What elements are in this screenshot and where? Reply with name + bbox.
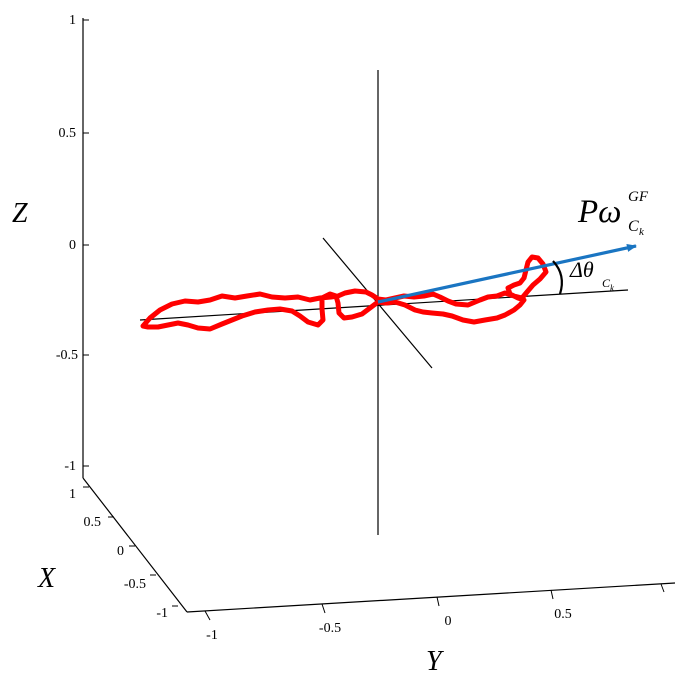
vector-label: Pω GF C k	[577, 189, 649, 238]
angle-arc	[552, 260, 563, 295]
x-axis-label: X	[37, 563, 56, 594]
vector-arrow	[377, 244, 637, 304]
y-tick-label: -0.5	[319, 621, 341, 636]
y-tick-mark	[660, 583, 665, 593]
y-tick-label: -1	[206, 628, 218, 643]
vector-label-subsubscript: k	[639, 226, 645, 238]
x-tick-label: 1	[69, 487, 76, 502]
z-axis-label: Z	[12, 198, 28, 229]
vector-label-subscript: C	[628, 218, 639, 235]
trajectory-curve	[140, 254, 549, 332]
z-tick-label: -0.5	[56, 348, 78, 363]
x-ticks: 1 0.5 0 -0.5 -1	[69, 486, 178, 621]
y-tick-label: 0	[445, 614, 452, 629]
y-ticks: -1 -0.5 0 0.5	[204, 583, 665, 643]
y-tick-mark	[321, 603, 326, 614]
z-tick-label: 1	[69, 13, 76, 28]
x-tick-label: 0	[117, 544, 124, 559]
x-tick-label: -0.5	[124, 577, 146, 592]
z-tick-label: 0	[69, 238, 76, 253]
y-tick-label: 0.5	[554, 607, 572, 622]
x-axis-line	[82, 477, 188, 613]
vector-label-base: Pω	[577, 194, 621, 230]
x-tick-label: -1	[156, 606, 168, 621]
angle-label-subsubscript: k	[610, 283, 615, 293]
y-axis-label: Y	[426, 646, 445, 673]
z-ticks: 1 0.5 0 -0.5 -1	[56, 13, 89, 474]
angle-label: Δθ C k	[569, 257, 615, 293]
vector-label-superscript: GF	[628, 189, 649, 205]
axes-frame	[82, 18, 675, 613]
angle-label-base: Δθ	[569, 257, 594, 282]
angle-label-subscript: C	[602, 276, 611, 290]
y-tick-mark	[550, 589, 554, 600]
z-tick-label: 0.5	[59, 126, 77, 141]
y-tick-mark	[436, 596, 440, 607]
y-tick-mark	[204, 610, 211, 621]
z-tick-label: -1	[64, 459, 76, 474]
y-axis-line	[186, 582, 675, 613]
x-tick-label: 0.5	[84, 515, 102, 530]
